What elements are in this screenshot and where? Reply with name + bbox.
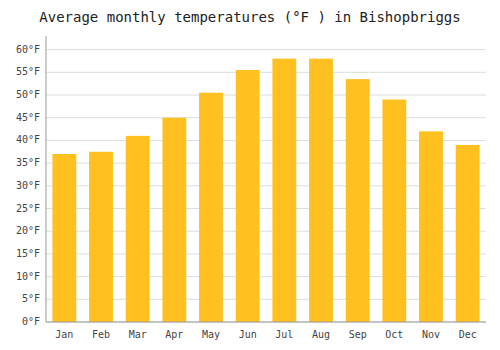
x-tick-label: Oct xyxy=(385,329,403,340)
bar xyxy=(272,59,296,322)
y-tick-label: 10°F xyxy=(16,271,40,282)
chart-container: Average monthly temperatures (°F ) in Bi… xyxy=(0,0,500,350)
y-tick-label: 35°F xyxy=(16,157,40,168)
bar xyxy=(382,100,406,322)
bar xyxy=(162,118,186,322)
y-tick-label: 0°F xyxy=(22,316,40,327)
page: {"chart_data": {"type": "bar", "title": … xyxy=(0,0,500,350)
x-tick-label: Aug xyxy=(312,329,330,340)
x-tick-label: Sep xyxy=(349,329,367,340)
x-tick-label: Jun xyxy=(239,329,257,340)
x-axis-line xyxy=(46,322,486,323)
bar xyxy=(89,152,113,322)
title: Average monthly temperatures (°F ) in Bi… xyxy=(39,9,460,25)
y-tick-label: 60°F xyxy=(16,44,40,55)
grid-line xyxy=(46,95,486,96)
x-tick-label: Dec xyxy=(459,329,477,340)
x-tick-label: Jul xyxy=(275,329,293,340)
grid-line xyxy=(46,322,486,323)
y-tick-label: 30°F xyxy=(16,180,40,191)
bar xyxy=(126,136,150,322)
bar xyxy=(199,93,223,322)
grid-line xyxy=(46,117,486,118)
bar xyxy=(346,79,370,322)
y-tick-label: 20°F xyxy=(16,225,40,236)
bar xyxy=(456,145,480,322)
bar xyxy=(52,154,76,322)
y-tick-label: 15°F xyxy=(16,248,40,259)
x-tick-label: May xyxy=(202,329,220,340)
x-tick-label: Mar xyxy=(129,329,147,340)
grid-line xyxy=(46,72,486,73)
grid-line xyxy=(46,49,486,50)
y-tick-label: 45°F xyxy=(16,112,40,123)
x-tick-label: Feb xyxy=(92,329,110,340)
y-axis-line xyxy=(46,36,47,322)
chart-svg: Average monthly temperatures (°F ) in Bi… xyxy=(0,0,500,350)
x-tick-label: Jan xyxy=(55,329,73,340)
bar xyxy=(419,131,443,322)
y-tick-label: 5°F xyxy=(22,293,40,304)
y-tick-label: 40°F xyxy=(16,134,40,145)
x-tick-label: Nov xyxy=(422,329,440,340)
bars xyxy=(52,59,479,322)
bar xyxy=(309,59,333,322)
y-grid xyxy=(46,50,486,322)
y-tick-label: 50°F xyxy=(16,89,40,100)
y-tick-label: 55°F xyxy=(16,66,40,77)
bar xyxy=(236,70,260,322)
y-tick-label: 25°F xyxy=(16,203,40,214)
x-tick-label: Apr xyxy=(165,329,183,340)
